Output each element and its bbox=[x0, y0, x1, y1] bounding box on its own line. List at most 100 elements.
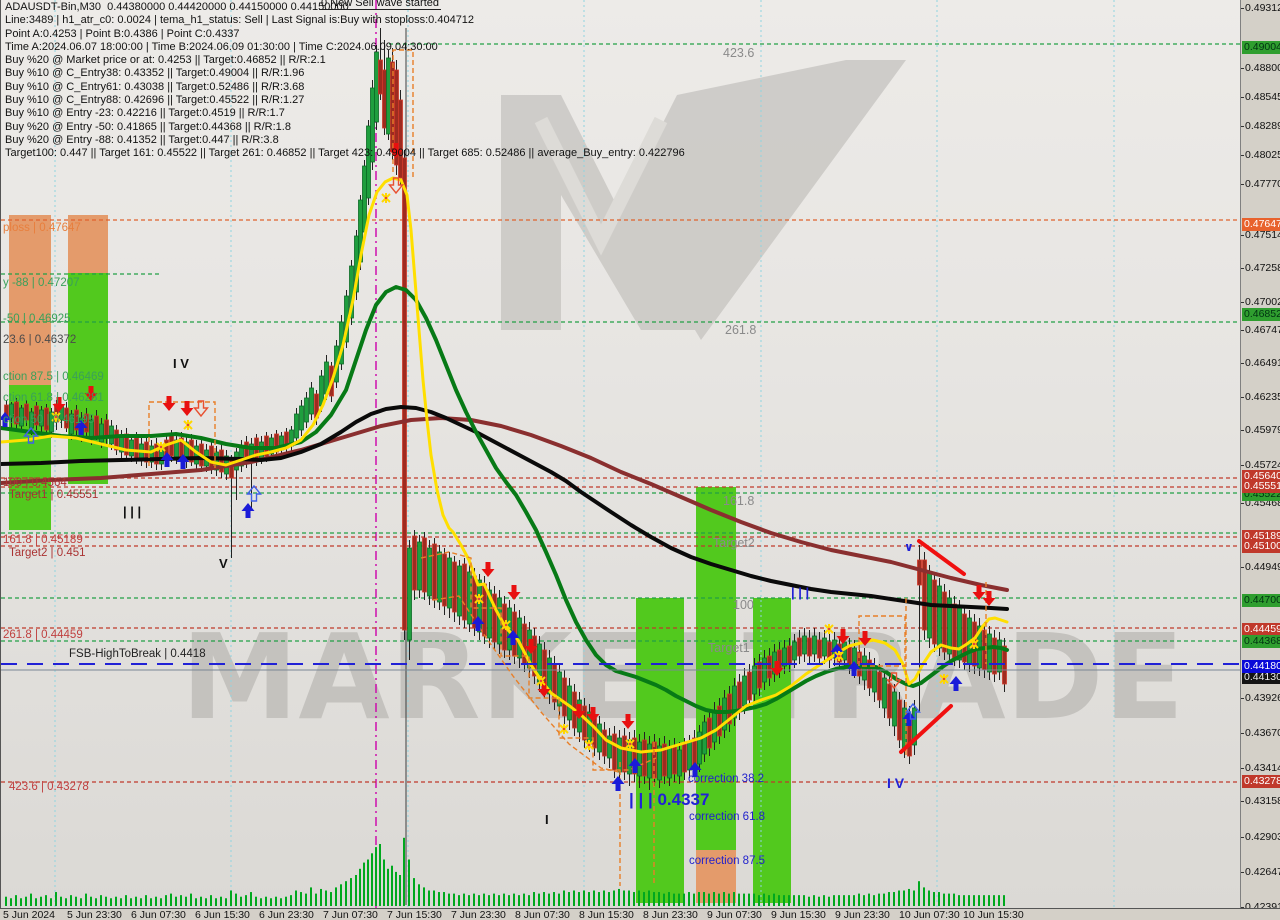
volume-bar bbox=[608, 892, 610, 906]
volume-bar bbox=[205, 898, 207, 906]
volume-bar bbox=[888, 892, 890, 906]
buy-arrow-icon bbox=[471, 616, 485, 631]
price-axis[interactable]: 0.49312 0.48800 0.48545 0.48289 0.48025 0.477… bbox=[1240, 0, 1280, 913]
volume-bar bbox=[403, 837, 405, 906]
volume-bar bbox=[391, 865, 393, 906]
volume-bar bbox=[493, 893, 495, 906]
volume-bar bbox=[973, 895, 975, 906]
volume-bar bbox=[668, 892, 670, 906]
psar-channel-line bbox=[420, 551, 657, 771]
candle-body bbox=[727, 693, 732, 725]
price-tick-mark bbox=[1241, 465, 1244, 466]
price-badge-red: 0.45551 bbox=[1242, 479, 1280, 493]
candle-body bbox=[398, 99, 403, 179]
candle-body bbox=[767, 655, 772, 679]
chart-plot-area[interactable]: MARKET TRADE ploss | 0.47647 y -88 | 0.472… bbox=[0, 0, 1240, 908]
volume-bar bbox=[628, 890, 630, 906]
volume-bar bbox=[335, 887, 337, 906]
info-line: Buy %10 @ C_Entry61: 0.43038 || Target:0… bbox=[5, 80, 305, 93]
price-tick-mark bbox=[1241, 698, 1244, 699]
buy-arrow-icon bbox=[688, 762, 702, 777]
volume-bar bbox=[345, 881, 347, 906]
price-tick-label: 0.46491 bbox=[1245, 357, 1280, 369]
candle-body bbox=[582, 705, 587, 741]
volume-bar bbox=[140, 898, 142, 906]
volume-bar bbox=[5, 896, 7, 906]
time-tick-label: 10 Jun 07:30 bbox=[899, 909, 960, 920]
candle-body bbox=[892, 691, 897, 727]
price-tick-label: 0.48800 bbox=[1245, 62, 1280, 74]
candle-body bbox=[14, 401, 19, 425]
sell-arrow-icon bbox=[481, 562, 495, 577]
volume-bar bbox=[25, 896, 27, 906]
volume-bar bbox=[698, 892, 700, 906]
volume-bar bbox=[828, 896, 830, 906]
volume-bar bbox=[868, 893, 870, 906]
candle-body bbox=[962, 613, 967, 663]
volume-bar bbox=[883, 893, 885, 906]
price-tick-mark bbox=[1241, 235, 1244, 236]
time-axis[interactable]: 5 Jun 2024 5 Jun 23:30 6 Jun 07:30 6 Jun 15… bbox=[0, 908, 1280, 920]
volume-bar bbox=[468, 895, 470, 906]
price-badge-green: 0.49004 bbox=[1242, 40, 1280, 54]
candle-body bbox=[477, 579, 482, 633]
volume-bar bbox=[948, 893, 950, 906]
time-tick-label: 7 Jun 07:30 bbox=[323, 909, 378, 920]
candle-body bbox=[787, 645, 792, 665]
candle-body bbox=[752, 665, 757, 695]
volume-bar bbox=[379, 844, 381, 906]
volume-bar bbox=[305, 893, 307, 906]
candle-body bbox=[607, 735, 612, 759]
volume-bar bbox=[748, 893, 750, 906]
volume-bar bbox=[120, 898, 122, 906]
volume-bar bbox=[105, 896, 107, 906]
signal-star-dot bbox=[942, 677, 946, 681]
candle-body bbox=[89, 419, 94, 439]
time-tick-label: 6 Jun 15:30 bbox=[195, 909, 250, 920]
volume-bar bbox=[160, 898, 162, 906]
price-tick-mark bbox=[1241, 733, 1244, 734]
volume-bar bbox=[15, 895, 17, 906]
volume-bar bbox=[913, 890, 915, 906]
volume-bar bbox=[210, 895, 212, 906]
volume-bar bbox=[10, 898, 12, 906]
price-tick-label: 0.47514 bbox=[1245, 229, 1280, 241]
volume-bar bbox=[613, 890, 615, 906]
candle-body bbox=[294, 413, 299, 439]
volume-bar bbox=[359, 868, 361, 906]
price-tick-mark bbox=[1241, 503, 1244, 504]
volume-bar bbox=[185, 896, 187, 906]
candle-body bbox=[957, 607, 962, 661]
candle-body bbox=[370, 87, 375, 163]
volume-bar bbox=[533, 892, 535, 906]
volume-bar bbox=[818, 896, 820, 906]
volume-bar bbox=[463, 893, 465, 906]
volume-bar bbox=[220, 896, 222, 906]
volume-bar bbox=[593, 890, 595, 906]
volume-bar bbox=[35, 898, 37, 906]
candle-body bbox=[662, 743, 667, 777]
volume-bar bbox=[418, 884, 420, 906]
volume-bar bbox=[55, 892, 57, 906]
signal-band-orange bbox=[9, 215, 51, 385]
volume-bar bbox=[753, 893, 755, 906]
price-badge-black: 0.44130 bbox=[1242, 670, 1280, 684]
candle-body bbox=[557, 671, 562, 707]
volume-bar bbox=[90, 896, 92, 906]
volume-bar bbox=[473, 893, 475, 906]
volume-bar bbox=[588, 892, 590, 906]
price-tick-mark bbox=[1241, 363, 1244, 364]
volume-bar bbox=[573, 890, 575, 906]
sell-arrow-icon bbox=[52, 397, 66, 412]
volume-bar bbox=[230, 890, 232, 906]
candle-body bbox=[937, 585, 942, 649]
sell-wave-note: 0 New Sell wave started bbox=[319, 0, 441, 10]
price-badge-orange: 0.47647 bbox=[1242, 217, 1280, 231]
candle-body bbox=[672, 745, 677, 775]
volume-bar bbox=[443, 892, 445, 906]
buy-arrow-icon bbox=[830, 644, 844, 659]
signal-star-dot bbox=[159, 445, 163, 449]
volume-bar bbox=[483, 893, 485, 906]
volume-bar bbox=[155, 896, 157, 906]
price-tick-mark bbox=[1241, 302, 1244, 303]
